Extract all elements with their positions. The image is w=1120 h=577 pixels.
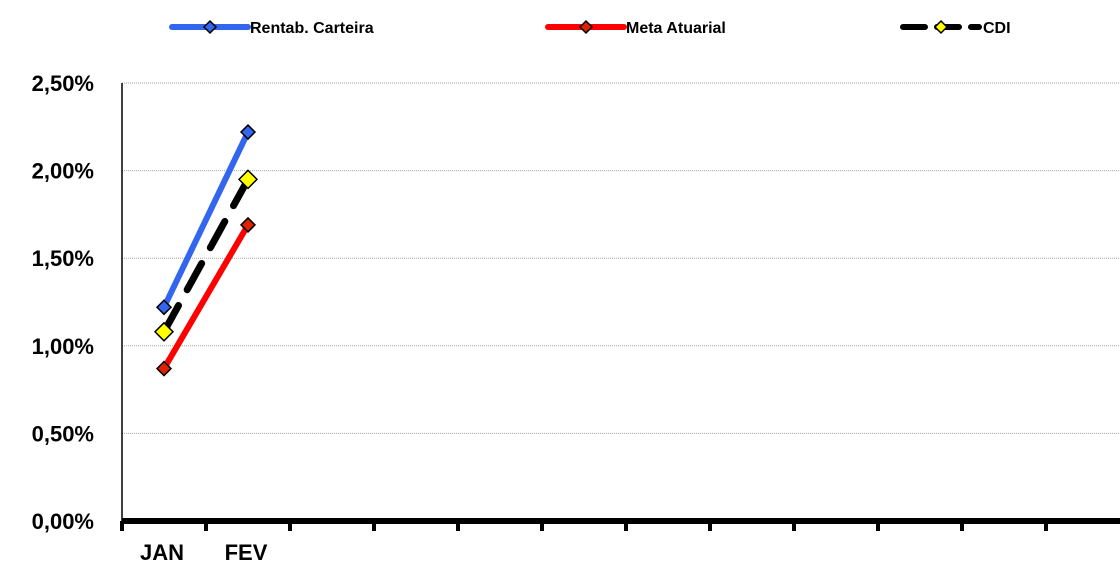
data-point-rentab-carteira xyxy=(155,299,173,316)
y-tick-label: 0,00% xyxy=(32,509,94,534)
legend-label-cdi: CDI xyxy=(983,20,1011,37)
legend-marker-rentab-carteira xyxy=(202,19,218,35)
data-point-meta-atuarial xyxy=(155,360,173,377)
chart-legend: Rentab. Carteira Meta Atuarial CDI xyxy=(169,19,1011,37)
y-tick-label: 2,00% xyxy=(32,159,94,184)
x-category-label: FEV xyxy=(225,540,268,565)
series-line-meta-atuarial xyxy=(161,221,251,372)
legend-marker-cdi xyxy=(933,19,949,35)
y-tick-label: 0,50% xyxy=(32,421,94,446)
y-tick-label: 1,00% xyxy=(32,334,94,359)
legend-label-meta-atuarial: Meta Atuarial xyxy=(626,20,726,37)
y-tick-label: 2,50% xyxy=(32,71,94,96)
y-axis-tick-labels: 0,00% 0,50% 1,00% 1,50% 2,00% 2,50% xyxy=(32,71,94,534)
data-point-cdi xyxy=(153,321,175,342)
series-lines xyxy=(153,123,259,377)
x-category-label: JAN xyxy=(140,540,184,565)
x-axis-category-labels: JAN FEV xyxy=(140,540,268,565)
series-line-cdi xyxy=(160,175,252,336)
legend-marker-meta-atuarial xyxy=(578,19,594,35)
chart-axes xyxy=(120,83,1120,531)
data-point-rentab-carteira xyxy=(239,123,257,141)
data-point-cdi xyxy=(237,169,259,190)
y-tick-label: 1,50% xyxy=(32,246,94,271)
legend-label-rentab-carteira: Rentab. Carteira xyxy=(250,20,374,37)
gridlines xyxy=(122,82,1120,434)
series-line-rentab-carteira xyxy=(161,129,251,311)
data-point-meta-atuarial xyxy=(239,216,257,233)
